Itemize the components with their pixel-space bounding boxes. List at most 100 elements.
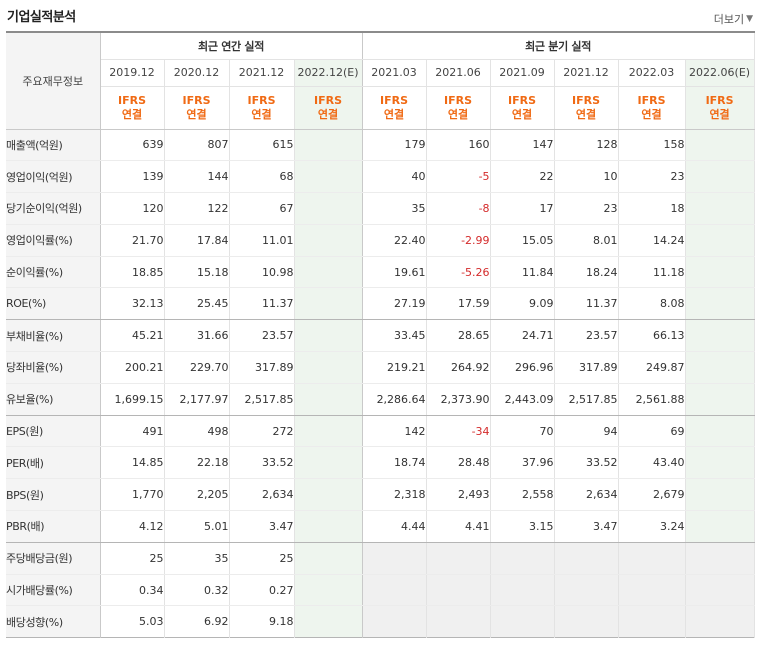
cell-value <box>685 542 755 575</box>
cell-value: 40 <box>362 160 427 194</box>
cell-value: 18.85 <box>100 256 165 289</box>
cell-value: 249.87 <box>618 351 686 384</box>
period-header: 2019.12 <box>100 59 165 87</box>
cell-value: 491 <box>100 415 165 448</box>
ifrs-label: IFRS 연결 <box>100 86 165 130</box>
row-label: 순이익률(%) <box>6 256 101 289</box>
cell-value: 28.65 <box>426 319 491 353</box>
cell-value: 35 <box>164 542 230 575</box>
cell-value: 32.13 <box>100 287 165 321</box>
cell-value: 17 <box>490 192 555 225</box>
cell-value: 43.40 <box>618 446 686 480</box>
cell-value: 2,286.64 <box>362 383 427 416</box>
cell-value <box>490 542 555 575</box>
period-header: 2020.12 <box>164 59 230 87</box>
cell-value: 8.08 <box>618 287 686 321</box>
ifrs-label: IFRS 연결 <box>229 86 295 130</box>
cell-value: 2,634 <box>229 478 295 512</box>
cell-value: -34 <box>426 415 491 448</box>
cell-value: 8.01 <box>554 224 619 257</box>
cell-value: 10.98 <box>229 256 295 289</box>
cell-value: 4.41 <box>426 510 491 543</box>
table-row: EPS(원) 491 498 272 142 -34 70 94 69 <box>6 415 755 448</box>
cell-value: 68 <box>229 160 295 194</box>
cell-value: 317.89 <box>554 351 619 384</box>
cell-value: 22.40 <box>362 224 427 257</box>
cell-value: 219.21 <box>362 351 427 384</box>
ifrs-label: IFRS 연결 <box>618 86 686 130</box>
cell-value <box>294 415 363 448</box>
cell-value <box>294 478 363 512</box>
more-link[interactable]: 더보기 ▼ <box>714 11 753 27</box>
cell-value: 18.24 <box>554 256 619 289</box>
cell-value <box>685 287 755 321</box>
cell-value: 2,318 <box>362 478 427 512</box>
row-label: 주당배당금(원) <box>6 542 101 575</box>
cell-value <box>294 256 363 289</box>
cell-value: 3.47 <box>554 510 619 543</box>
cell-value: 33.52 <box>229 446 295 480</box>
cell-value: 6.92 <box>164 605 230 638</box>
cell-value: 45.21 <box>100 319 165 353</box>
cell-value: 11.01 <box>229 224 295 257</box>
row-label: EPS(원) <box>6 415 101 448</box>
cell-value: 0.32 <box>164 574 230 607</box>
cell-value: -5.26 <box>426 256 491 289</box>
period-header: 2022.06(E) <box>685 59 755 87</box>
row-label: BPS(원) <box>6 478 101 512</box>
cell-value <box>554 542 619 575</box>
cell-value: 18 <box>618 192 686 225</box>
cell-value: 142 <box>362 415 427 448</box>
group-header-row: 주요재무정보 최근 연간 실적 최근 분기 실적 <box>6 32 755 130</box>
cell-value <box>685 351 755 384</box>
cell-value <box>685 192 755 225</box>
row-label: ROE(%) <box>6 287 101 321</box>
table-row: 시가배당률(%) 0.34 0.32 0.27 <box>6 574 755 607</box>
cell-value: 23 <box>618 160 686 194</box>
page-title: 기업실적분석 <box>7 10 76 25</box>
cell-value: 27.19 <box>362 287 427 321</box>
cell-value <box>490 605 555 638</box>
header: 기업실적분석 더보기 ▼ <box>0 0 761 31</box>
cell-value <box>426 574 491 607</box>
cell-value <box>685 605 755 638</box>
cell-value: 10 <box>554 160 619 194</box>
cell-value: 21.70 <box>100 224 165 257</box>
cell-value: 94 <box>554 415 619 448</box>
ifrs-label: IFRS 연결 <box>554 86 619 130</box>
cell-value: 5.01 <box>164 510 230 543</box>
cell-value: 160 <box>426 129 491 162</box>
cell-value <box>294 192 363 225</box>
cell-value: 4.44 <box>362 510 427 543</box>
ifrs-label: IFRS 연결 <box>294 86 363 130</box>
cell-value: 272 <box>229 415 295 448</box>
table-row: 주당배당금(원) 25 35 25 <box>6 542 755 575</box>
cell-value <box>294 129 363 162</box>
cell-value <box>426 605 491 638</box>
cell-value: 147 <box>490 129 555 162</box>
cell-value: 70 <box>490 415 555 448</box>
table-row: ROE(%) 32.13 25.45 11.37 27.19 17.59 9.09 11.37… <box>6 287 755 321</box>
cell-value: 615 <box>229 129 295 162</box>
cell-value <box>294 160 363 194</box>
cell-value: 11.37 <box>229 287 295 321</box>
cell-value: 22.18 <box>164 446 230 480</box>
cell-value: 2,517.85 <box>554 383 619 416</box>
cell-value: 1,770 <box>100 478 165 512</box>
cell-value: 11.18 <box>618 256 686 289</box>
cell-value: 24.71 <box>490 319 555 353</box>
table-row: 부채비율(%) 45.21 31.66 23.57 33.45 28.65 24.71 23.… <box>6 319 755 353</box>
cell-value: 2,205 <box>164 478 230 512</box>
cell-value <box>294 287 363 321</box>
cell-value: 33.45 <box>362 319 427 353</box>
period-header: 2021.06 <box>426 59 491 87</box>
cell-value <box>618 574 686 607</box>
cell-value: 2,558 <box>490 478 555 512</box>
cell-value <box>685 510 755 543</box>
cell-value: 317.89 <box>229 351 295 384</box>
cell-value <box>685 256 755 289</box>
cell-value <box>554 574 619 607</box>
cell-value: 3.15 <box>490 510 555 543</box>
cell-value: 4.12 <box>100 510 165 543</box>
cell-value <box>294 574 363 607</box>
